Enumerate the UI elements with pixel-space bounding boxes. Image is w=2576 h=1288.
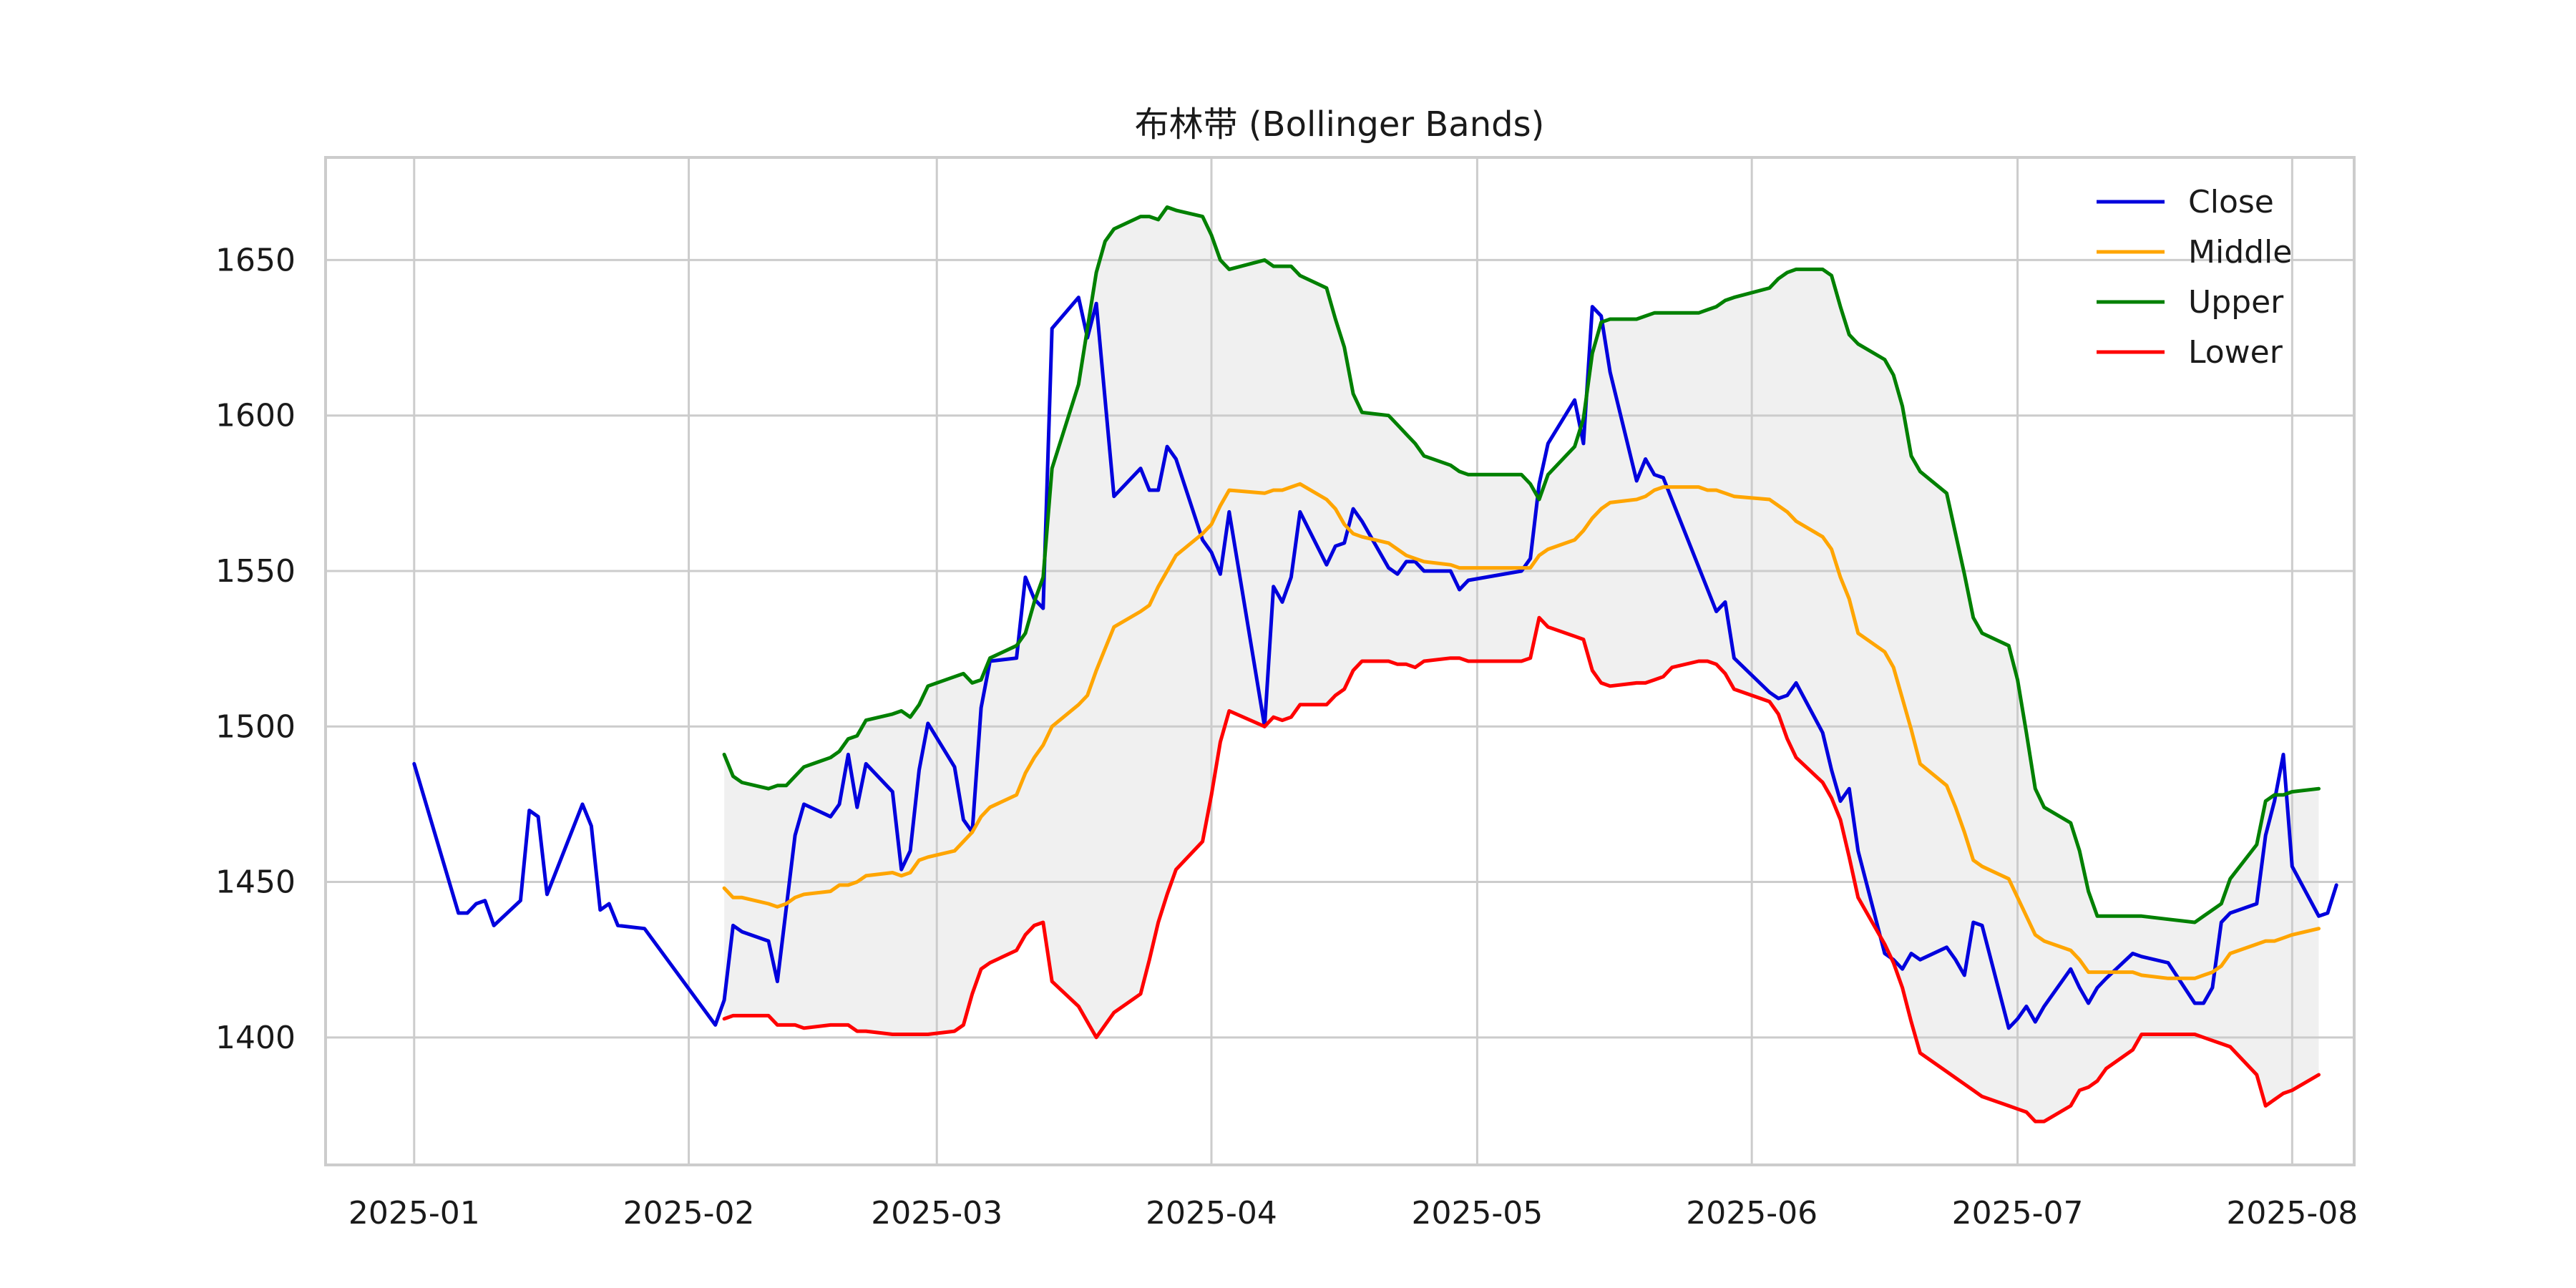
band-fill-layer — [724, 207, 2319, 1122]
x-tick-label: 2025-08 — [2226, 1195, 2358, 1231]
x-tick-label: 2025-05 — [1411, 1195, 1543, 1231]
legend-item-lower: Lower — [2097, 334, 2283, 371]
y-tick-label: 1600 — [215, 398, 296, 434]
series-layer — [412, 205, 2338, 1123]
x-tick-label: 2025-03 — [871, 1195, 1002, 1231]
y-tick-label: 1400 — [215, 1020, 296, 1056]
legend-label: Close — [2188, 184, 2274, 220]
x-tick-label: 2025-07 — [1952, 1195, 2084, 1231]
y-tick-label: 1500 — [215, 708, 296, 745]
series-line-middle — [722, 482, 2321, 980]
legend-label: Middle — [2188, 234, 2292, 270]
y-tick-label: 1650 — [215, 242, 296, 278]
legend-item-close: Close — [2097, 184, 2274, 220]
chart-title: 布林带 (Bollinger Bands) — [1135, 104, 1545, 145]
y-tick-label: 1450 — [215, 864, 296, 901]
series-line-upper — [722, 205, 2321, 924]
y-tick-label: 1550 — [215, 553, 296, 590]
series-line-close — [412, 296, 2338, 1030]
legend: Close Middle Upper Lower — [2097, 184, 2292, 371]
x-tick-label: 2025-04 — [1146, 1195, 1277, 1231]
legend-item-middle: Middle — [2097, 234, 2292, 270]
x-tick-label: 2025-02 — [623, 1195, 755, 1231]
series-line-lower — [722, 615, 2321, 1123]
legend-label: Lower — [2188, 334, 2283, 371]
grid-layer — [326, 157, 2354, 1165]
legend-item-upper: Upper — [2097, 284, 2284, 321]
plot-frame — [324, 156, 2356, 1166]
x-tick-label: 2025-01 — [348, 1195, 480, 1231]
legend-label: Upper — [2188, 284, 2284, 321]
tick-label-layer: 2025-01 2025-02 2025-03 2025-04 2025-05 2025-… — [215, 242, 2358, 1231]
x-tick-label: 2025-06 — [1686, 1195, 1818, 1231]
band-fill — [724, 207, 2319, 1122]
